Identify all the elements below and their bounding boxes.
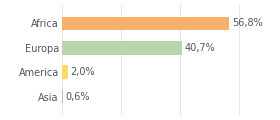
Text: 40,7%: 40,7%	[184, 43, 215, 53]
Text: 2,0%: 2,0%	[70, 67, 95, 77]
Bar	[62, 66, 67, 79]
Bar	[62, 41, 182, 54]
Text: 0,6%: 0,6%	[66, 92, 90, 102]
Bar	[62, 17, 230, 30]
Bar	[62, 90, 63, 103]
Text: 56,8%: 56,8%	[232, 18, 263, 28]
